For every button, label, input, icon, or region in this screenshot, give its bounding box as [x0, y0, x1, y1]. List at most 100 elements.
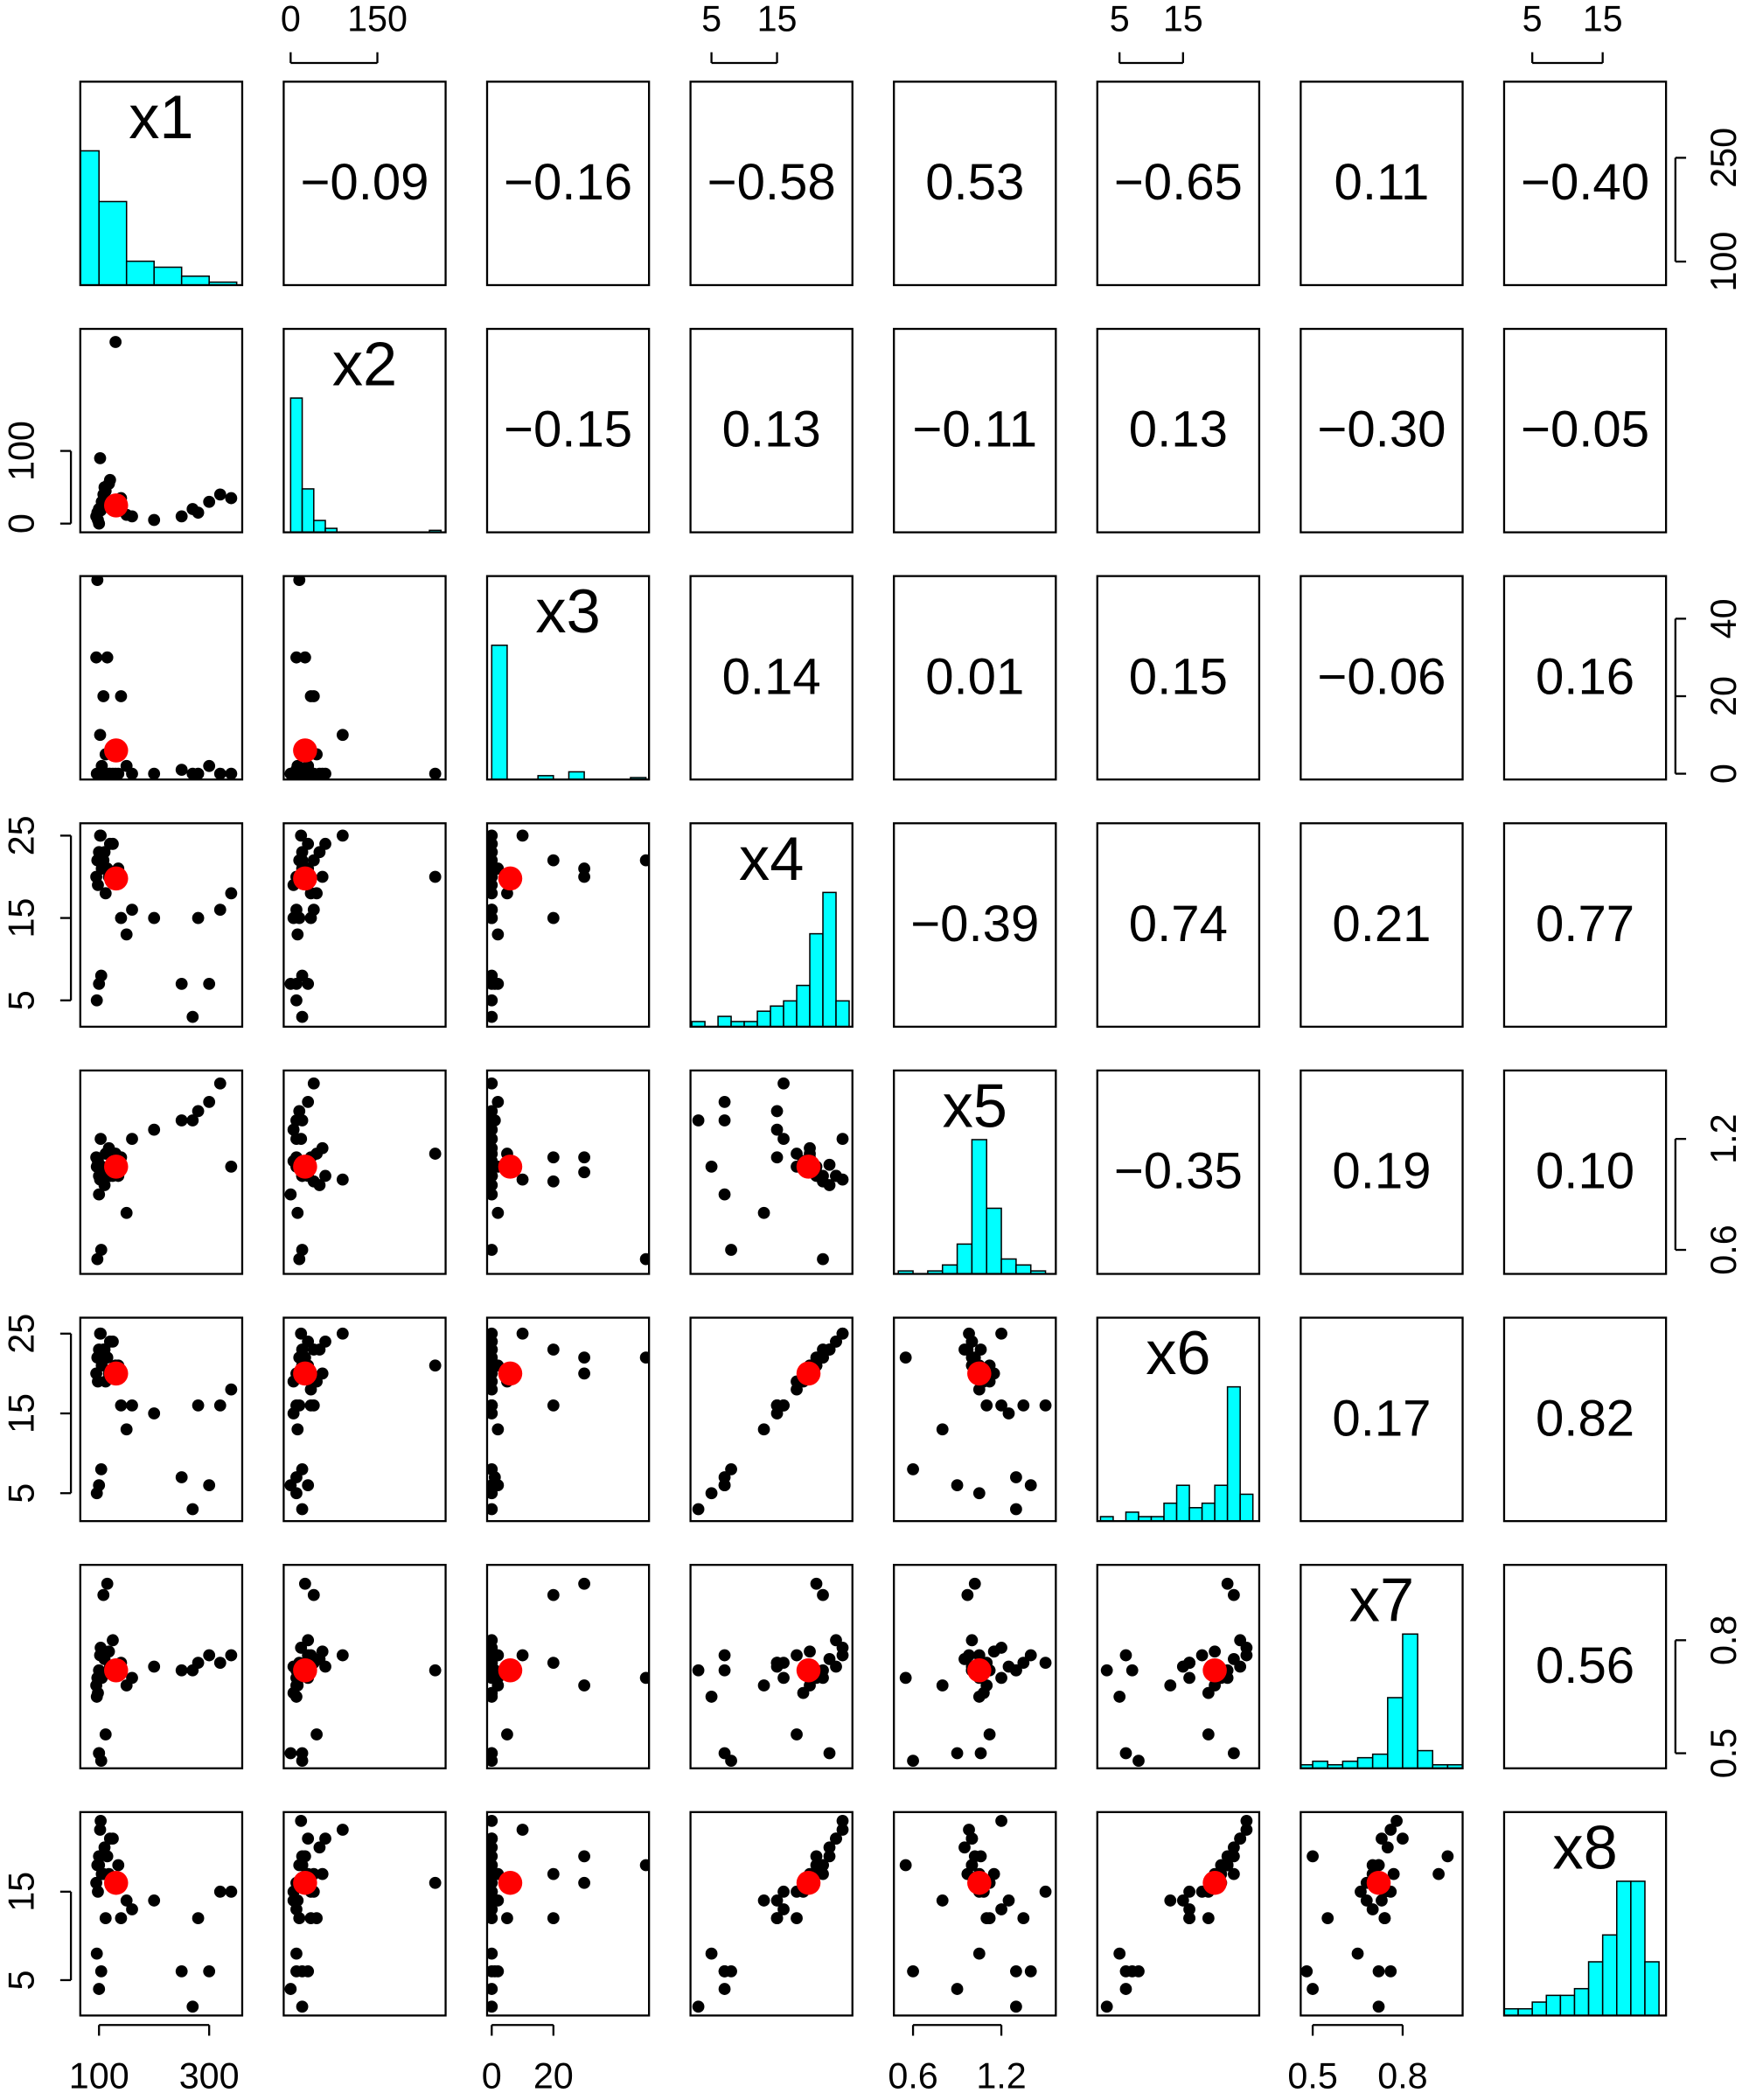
point — [296, 1747, 309, 1760]
panel — [487, 1077, 650, 1266]
point — [94, 1244, 108, 1256]
point — [203, 978, 216, 990]
point — [148, 911, 161, 924]
point — [1321, 1912, 1334, 1925]
y-tick-label: 15 — [1, 898, 41, 938]
point — [1039, 1885, 1052, 1898]
point — [547, 1343, 560, 1356]
point — [429, 767, 442, 780]
y-tick-label: 0 — [1704, 764, 1744, 784]
point — [810, 1577, 823, 1590]
hist-bar — [1601, 1934, 1618, 2016]
panel — [289, 397, 442, 533]
point — [547, 1175, 560, 1188]
point — [203, 1479, 216, 1491]
point — [213, 1657, 226, 1670]
x-tick-label: 20 — [533, 2055, 574, 2096]
panel-frame — [893, 1810, 1057, 2017]
panel — [1300, 1633, 1463, 1769]
point — [1176, 1894, 1189, 1907]
panel — [90, 1077, 238, 1266]
point — [1384, 1824, 1397, 1836]
point — [97, 1175, 110, 1188]
point — [296, 1010, 309, 1023]
point — [429, 1148, 442, 1160]
point — [1024, 1649, 1037, 1662]
panel-frame — [1300, 80, 1464, 287]
panel-frame — [1502, 1069, 1668, 1275]
panel-frame — [1502, 1810, 1668, 2017]
point — [225, 492, 238, 505]
point — [501, 1912, 513, 1925]
point — [1202, 1728, 1215, 1741]
mean-point — [967, 1870, 992, 1895]
point — [487, 1903, 498, 1915]
point — [1010, 2000, 1022, 2013]
panel-frame — [1096, 1316, 1261, 1523]
point — [298, 651, 311, 664]
point — [1240, 1815, 1253, 1827]
panel-frame — [689, 1564, 854, 1769]
point — [148, 1894, 161, 1907]
panel-frame — [1300, 1316, 1464, 1523]
point — [192, 911, 205, 924]
panel-frame — [1502, 1316, 1668, 1523]
point — [1132, 1755, 1145, 1768]
point — [90, 1691, 103, 1703]
point — [336, 729, 349, 742]
point — [1228, 1841, 1240, 1854]
point — [491, 1964, 505, 1978]
point — [94, 1462, 108, 1476]
panel — [1100, 1577, 1253, 1768]
panel-frame — [689, 575, 854, 781]
point — [770, 1151, 784, 1164]
point — [293, 1252, 306, 1266]
point — [175, 1471, 188, 1483]
point — [291, 1894, 304, 1907]
point — [1100, 2000, 1113, 2013]
point — [186, 2000, 199, 2013]
hist-bar — [491, 644, 508, 780]
panel-frame — [1300, 1069, 1464, 1275]
point — [487, 1867, 498, 1880]
panel — [90, 829, 238, 1023]
point — [974, 1850, 987, 1863]
point — [995, 1642, 1007, 1654]
point — [823, 1343, 836, 1356]
hist-bar — [1188, 1507, 1203, 1522]
point — [987, 1367, 1000, 1380]
variable-name: x4 — [739, 824, 804, 893]
hist-bar — [1201, 1502, 1216, 1522]
x-tick-label: 100 — [69, 2055, 129, 2096]
hist-bar — [971, 1139, 987, 1274]
correlation: 0.77 — [1536, 896, 1634, 952]
panel — [90, 1815, 238, 2013]
point — [1355, 1885, 1367, 1898]
mean-point — [796, 1870, 821, 1895]
point — [487, 1503, 498, 1516]
hist-bar — [1214, 1484, 1229, 1522]
point — [1024, 1964, 1037, 1978]
x-tick-label: 0.8 — [1377, 2055, 1427, 2096]
panel-frame — [282, 1069, 447, 1275]
hist-bar — [1226, 1385, 1241, 1522]
panel — [90, 1577, 238, 1768]
panel — [487, 829, 650, 1023]
point — [99, 1912, 112, 1925]
correlation: −0.16 — [504, 154, 632, 211]
point — [639, 1859, 650, 1872]
point — [830, 1169, 842, 1183]
point — [487, 1664, 498, 1677]
point — [1390, 1815, 1403, 1827]
mean-point — [498, 1361, 523, 1386]
y-tick-label: 40 — [1704, 598, 1744, 638]
point — [639, 1351, 650, 1364]
point — [1017, 1399, 1030, 1412]
point — [547, 1657, 560, 1670]
point — [126, 1399, 138, 1412]
point — [302, 1832, 315, 1845]
point — [302, 1479, 315, 1491]
point — [1384, 1964, 1397, 1978]
variable-name: x7 — [1349, 1566, 1414, 1635]
point — [293, 576, 306, 586]
